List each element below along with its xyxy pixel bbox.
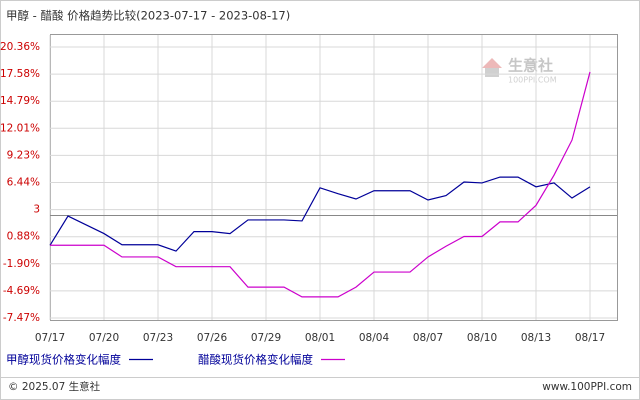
x-tick-label: 08/04	[359, 332, 390, 344]
x-tick-label: 08/01	[305, 332, 335, 344]
watermark: 生意社 100PPI.COM	[482, 57, 557, 85]
x-tick-label: 08/10	[467, 332, 497, 344]
y-tick-label: 3	[33, 204, 40, 216]
logo	[482, 58, 502, 68]
x-tick-label: 07/20	[89, 332, 119, 344]
y-tick-label: 9.23%	[7, 149, 40, 161]
x-tick-label: 07/29	[251, 332, 281, 344]
x-tick-label: 08/07	[413, 332, 443, 344]
watermark-sub: 100PPI.COM	[508, 76, 557, 85]
chart-title: 甲醇 - 醋酸 价格趋势比较(2023-07-17 - 2023-08-17)	[6, 9, 290, 23]
y-tick-label: -1.90%	[3, 258, 40, 270]
y-tick-label: -4.69%	[3, 285, 40, 297]
x-tick-label: 07/17	[35, 332, 65, 344]
y-tick-label: 6.44%	[7, 177, 40, 189]
logo	[485, 68, 499, 77]
y-tick-label: 20.36%	[0, 41, 40, 53]
y-tick-label: 17.58%	[0, 68, 40, 80]
x-tick-label: 08/13	[521, 332, 551, 344]
legend-label: 醋酸现货价格变化幅度	[198, 353, 313, 367]
y-tick-label: 0.88%	[7, 231, 40, 243]
legend-label: 甲醇现货价格变化幅度	[6, 353, 121, 367]
y-tick-label: 14.79%	[0, 95, 40, 107]
y-tick-label: -7.47%	[3, 312, 40, 324]
x-tick-label: 07/23	[143, 332, 173, 344]
x-tick-label: 08/17	[575, 332, 605, 344]
footer-right: www.100PPI.com	[542, 381, 632, 393]
x-tick-label: 07/26	[197, 332, 228, 344]
y-tick-label: 12.01%	[0, 122, 40, 134]
series-line	[49, 176, 591, 252]
footer-left: © 2025.07 生意社	[8, 380, 101, 393]
series-line	[50, 71, 591, 298]
watermark-text: 生意社	[508, 57, 553, 75]
